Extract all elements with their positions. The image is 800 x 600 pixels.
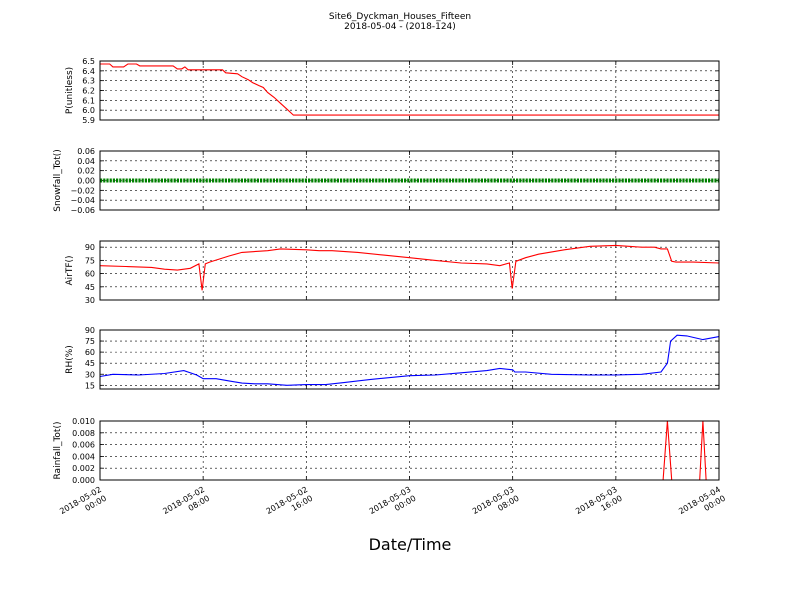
y-tick-label: 75	[85, 337, 95, 346]
x-axis-label: Date/Time	[369, 535, 452, 554]
x-tick-label: 2018-05-0216:00	[265, 485, 315, 525]
y-tick-label: 0.010	[72, 417, 95, 426]
y-tick-label: 0.000	[72, 476, 95, 485]
y-tick-label: 6.3	[82, 77, 95, 86]
y-tick-label: 45	[85, 359, 95, 368]
y-tick-label: 6.1	[82, 96, 95, 105]
y-tick-label: 30	[85, 370, 95, 379]
y-tick-label: 60	[85, 270, 95, 279]
y-tick-label: 60	[85, 348, 95, 357]
panel-1: 5.96.06.16.26.36.46.5 P(unitless)	[65, 57, 720, 125]
y-tick-label: 5.9	[82, 116, 95, 125]
panel-3: 30 45 60 75 90 AirTF()	[65, 240, 720, 305]
x-tick-labels: 2018-05-0200:00 2018-05-0208:00 2018-05-02…	[58, 485, 727, 525]
y-tick-label: 45	[85, 283, 95, 292]
y-axis-label: AirTF()	[65, 255, 75, 285]
y-tick-label: 0.008	[72, 429, 95, 438]
x-tick-label: 2018-05-0308:00	[471, 485, 521, 525]
series-line	[99, 334, 720, 386]
y-tick-label: 0.006	[72, 441, 95, 450]
chart-subtitle: 2018-05-04 - (2018-124)	[344, 22, 456, 32]
y-tick-label: −0.04	[70, 196, 95, 205]
y-tick-label: 0.004	[72, 452, 95, 461]
x-tick-label: 2018-05-0300:00	[368, 485, 418, 525]
y-tick-label: 15	[85, 381, 95, 390]
series-line	[100, 63, 719, 116]
y-tick-label: 0.02	[77, 167, 95, 176]
y-axis-label: RH(%)	[65, 345, 75, 374]
y-tick-label: 90	[85, 326, 95, 335]
y-tick-label: 0.002	[72, 464, 95, 473]
y-tick-label: 6.0	[82, 106, 95, 115]
y-tick-label: 0.04	[77, 157, 95, 166]
y-tick-label: 90	[85, 243, 95, 252]
y-tick-label: 75	[85, 256, 95, 265]
series-line	[99, 244, 720, 291]
y-tick-label: 30	[85, 296, 95, 305]
panels: 5.96.06.16.26.36.46.5P(unitless)−0.06−0.…	[53, 57, 720, 485]
y-tick-label: 6.2	[82, 87, 95, 96]
y-axis-label: Snowfall_Tot()	[53, 149, 63, 212]
plot-frame	[99, 150, 720, 211]
y-tick-label: −0.06	[70, 206, 95, 215]
panel-5: 0.000 0.002 0.004 0.006 0.008 0.010 Rainfall_T…	[53, 417, 720, 485]
y-tick-label: 6.5	[82, 57, 95, 66]
plot-frame	[99, 329, 720, 390]
x-tick-label: 2018-05-0208:00	[161, 485, 211, 525]
y-tick-label: 0.00	[77, 177, 95, 186]
panel-4: 15 30 45 60 75 90 RH(%)	[65, 326, 720, 390]
plot-frame	[99, 420, 720, 481]
panel-2: −0.06−0.04−0.020.000.020.040.06 Snowfall_…	[53, 147, 720, 215]
chart-title: Site6_Dyckman_Houses_Fifteen	[329, 12, 471, 22]
x-tick-label: 2018-05-0200:00	[58, 485, 108, 525]
y-tick-label: 6.4	[82, 67, 95, 76]
plot-frame	[99, 60, 720, 121]
x-tick-label: 2018-05-0316:00	[574, 485, 624, 525]
y-axis-label: Rainfall_Tot()	[53, 422, 63, 480]
plot-frame	[99, 240, 720, 301]
y-axis-label: P(unitless)	[65, 67, 75, 114]
y-tick-label: 0.06	[77, 147, 95, 156]
y-tick-label: −0.02	[70, 186, 95, 195]
x-tick-label: 2018-05-0400:00	[677, 485, 727, 525]
